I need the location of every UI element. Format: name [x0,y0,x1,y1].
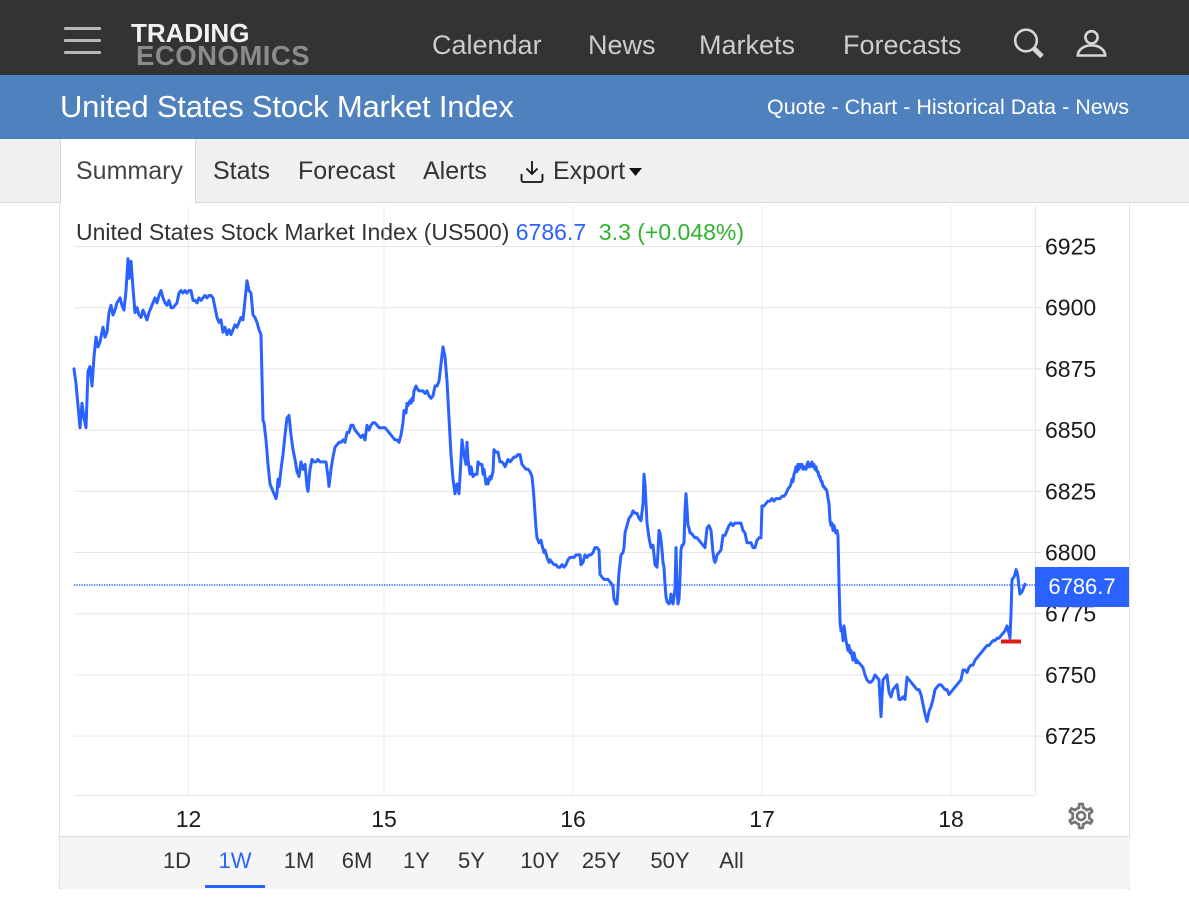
svg-text:15: 15 [371,806,397,832]
svg-text:6850: 6850 [1045,417,1096,443]
svg-text:6800: 6800 [1045,540,1096,566]
svg-text:6750: 6750 [1045,662,1096,688]
svg-text:12: 12 [176,806,202,832]
svg-text:17: 17 [749,806,775,832]
svg-text:6900: 6900 [1045,295,1096,321]
svg-text:6875: 6875 [1045,356,1096,382]
svg-text:6725: 6725 [1045,723,1096,749]
svg-text:16: 16 [560,806,586,832]
svg-text:6825: 6825 [1045,478,1096,504]
svg-text:18: 18 [938,806,964,832]
svg-text:6925: 6925 [1045,234,1096,260]
